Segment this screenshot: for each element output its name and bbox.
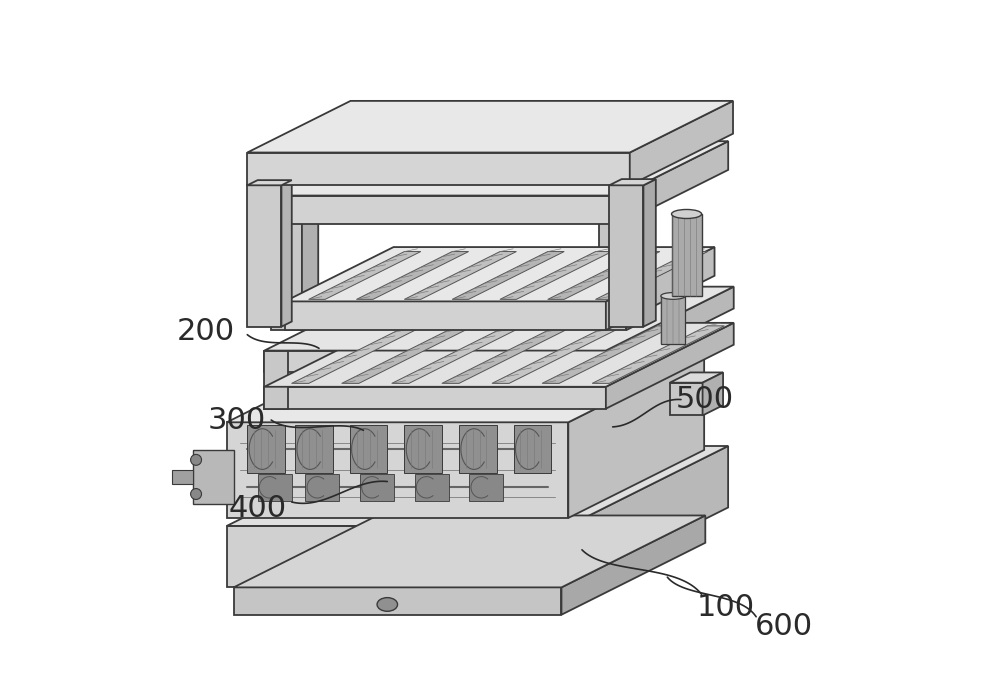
Polygon shape [672,214,702,296]
Polygon shape [469,474,503,501]
Text: 400: 400 [228,494,287,523]
Polygon shape [234,587,561,615]
Polygon shape [247,152,630,185]
Polygon shape [492,326,624,383]
Polygon shape [392,326,524,383]
Polygon shape [264,350,288,408]
Polygon shape [264,323,734,387]
Polygon shape [630,101,733,185]
Polygon shape [599,195,626,330]
Polygon shape [258,474,292,501]
Ellipse shape [672,210,702,219]
Ellipse shape [661,292,685,299]
Polygon shape [227,422,568,518]
Polygon shape [606,247,715,330]
Polygon shape [234,516,705,587]
Polygon shape [271,195,620,224]
Circle shape [191,488,202,499]
Polygon shape [271,195,302,330]
Polygon shape [670,382,703,415]
Polygon shape [264,350,606,372]
Polygon shape [350,425,387,473]
Polygon shape [295,425,333,473]
Polygon shape [264,287,734,350]
Polygon shape [442,326,574,383]
Polygon shape [620,141,728,224]
Polygon shape [626,189,639,330]
Polygon shape [247,185,281,326]
Polygon shape [415,474,449,501]
Polygon shape [227,526,568,587]
Polygon shape [670,372,723,382]
Polygon shape [643,179,656,326]
Polygon shape [548,251,660,299]
Polygon shape [285,301,606,330]
Polygon shape [609,179,656,185]
Polygon shape [661,296,685,344]
Polygon shape [292,326,424,383]
Polygon shape [459,425,497,473]
Polygon shape [264,387,606,408]
Polygon shape [247,425,285,473]
Polygon shape [281,180,292,326]
Polygon shape [606,323,734,408]
Text: 600: 600 [754,613,813,641]
Polygon shape [568,446,728,587]
Polygon shape [452,251,564,299]
Text: 100: 100 [696,594,754,622]
Polygon shape [596,251,708,299]
Polygon shape [247,101,733,152]
Polygon shape [609,185,643,326]
Polygon shape [561,516,705,615]
Polygon shape [227,446,728,526]
Polygon shape [309,251,421,299]
Polygon shape [172,470,193,484]
Polygon shape [542,326,674,383]
Polygon shape [703,372,723,415]
Polygon shape [357,251,469,299]
Polygon shape [305,474,339,501]
Polygon shape [247,180,292,185]
Polygon shape [302,187,318,330]
Polygon shape [360,474,394,501]
Polygon shape [193,449,234,504]
Polygon shape [514,425,551,473]
Polygon shape [285,247,715,301]
Polygon shape [500,251,612,299]
Text: 300: 300 [208,406,266,434]
Text: 200: 200 [177,317,235,346]
Polygon shape [227,354,704,422]
Polygon shape [404,251,516,299]
Polygon shape [404,425,442,473]
Polygon shape [271,141,728,195]
Polygon shape [592,326,724,383]
Ellipse shape [377,598,398,611]
Text: 500: 500 [676,385,734,414]
Polygon shape [568,354,704,518]
Polygon shape [342,326,474,383]
Polygon shape [606,287,734,372]
Circle shape [191,454,202,465]
